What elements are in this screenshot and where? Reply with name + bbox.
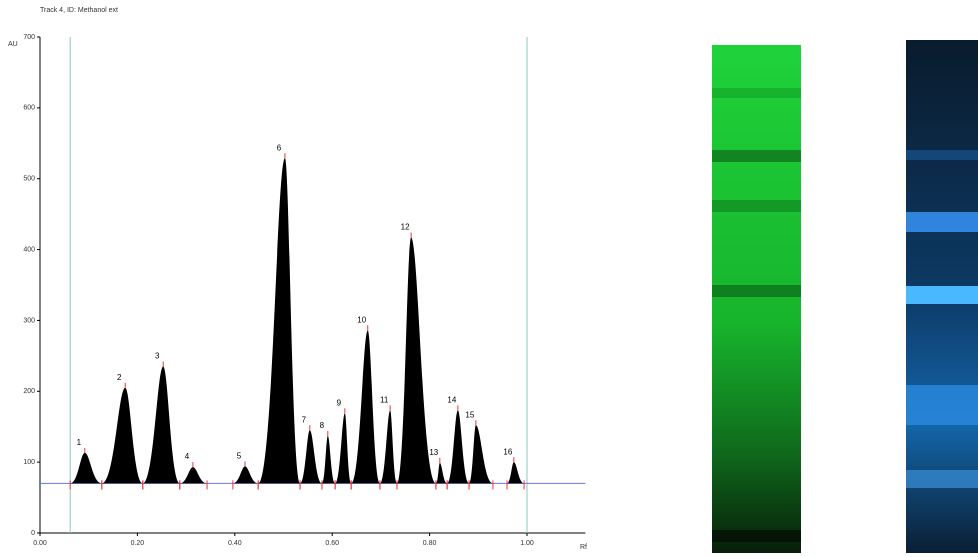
y-tick-label: 0 <box>31 530 35 537</box>
peak <box>335 413 352 484</box>
peak-label: 4 <box>185 452 190 461</box>
peak-label: 1 <box>77 438 82 447</box>
y-tick-label: 700 <box>23 34 35 41</box>
peak <box>321 435 336 484</box>
peak-label: 11 <box>380 396 389 405</box>
peak <box>469 425 493 484</box>
peak <box>101 387 143 484</box>
peak <box>142 366 180 484</box>
peak-label: 14 <box>447 396 456 405</box>
peak <box>351 330 380 484</box>
peak-label: 12 <box>401 223 410 232</box>
peak <box>70 452 102 484</box>
peak <box>258 158 301 484</box>
x-tick-label: 0.40 <box>228 540 242 547</box>
peak-label: 3 <box>155 352 160 361</box>
x-tick-label: 0.20 <box>131 540 145 547</box>
y-tick-label: 400 <box>23 246 35 253</box>
green-plate <box>712 45 801 553</box>
peak-label: 5 <box>237 452 242 461</box>
x-axis-label: Rf <box>580 544 587 551</box>
peak <box>232 466 259 484</box>
y-tick-label: 600 <box>23 105 35 112</box>
peak-label: 7 <box>302 415 307 424</box>
peak-label: 6 <box>277 143 282 152</box>
peak-label: 9 <box>337 398 342 407</box>
y-tick-label: 200 <box>23 388 35 395</box>
x-tick-label: 0.60 <box>325 540 339 547</box>
peak <box>300 430 322 484</box>
y-tick-label: 300 <box>23 317 35 324</box>
peak-label: 8 <box>320 421 325 430</box>
chart-title: Track 4, ID: Methanol ext <box>40 7 118 14</box>
y-tick-label: 500 <box>23 176 35 183</box>
y-tick-label: 100 <box>23 459 35 466</box>
peak <box>379 410 397 484</box>
peak <box>179 467 208 484</box>
peak-label: 10 <box>357 315 366 324</box>
peak-label: 13 <box>429 448 438 457</box>
y-axis-label: AU <box>8 41 18 48</box>
peak-label: 15 <box>465 410 474 419</box>
peak <box>396 237 436 484</box>
peak <box>507 462 525 484</box>
peak <box>435 462 448 484</box>
x-tick-label: 0.80 <box>423 540 437 547</box>
x-tick-label: 0.00 <box>33 540 47 547</box>
peak <box>447 410 470 484</box>
peak-label: 2 <box>117 373 122 382</box>
peak-label: 16 <box>503 447 512 456</box>
x-tick-label: 1.00 <box>520 540 534 547</box>
blue-plate <box>906 40 978 553</box>
plot: 0 100 200 300 400 500 600 700 0.00 0.20 0.40 0.60 0.… <box>23 34 586 547</box>
